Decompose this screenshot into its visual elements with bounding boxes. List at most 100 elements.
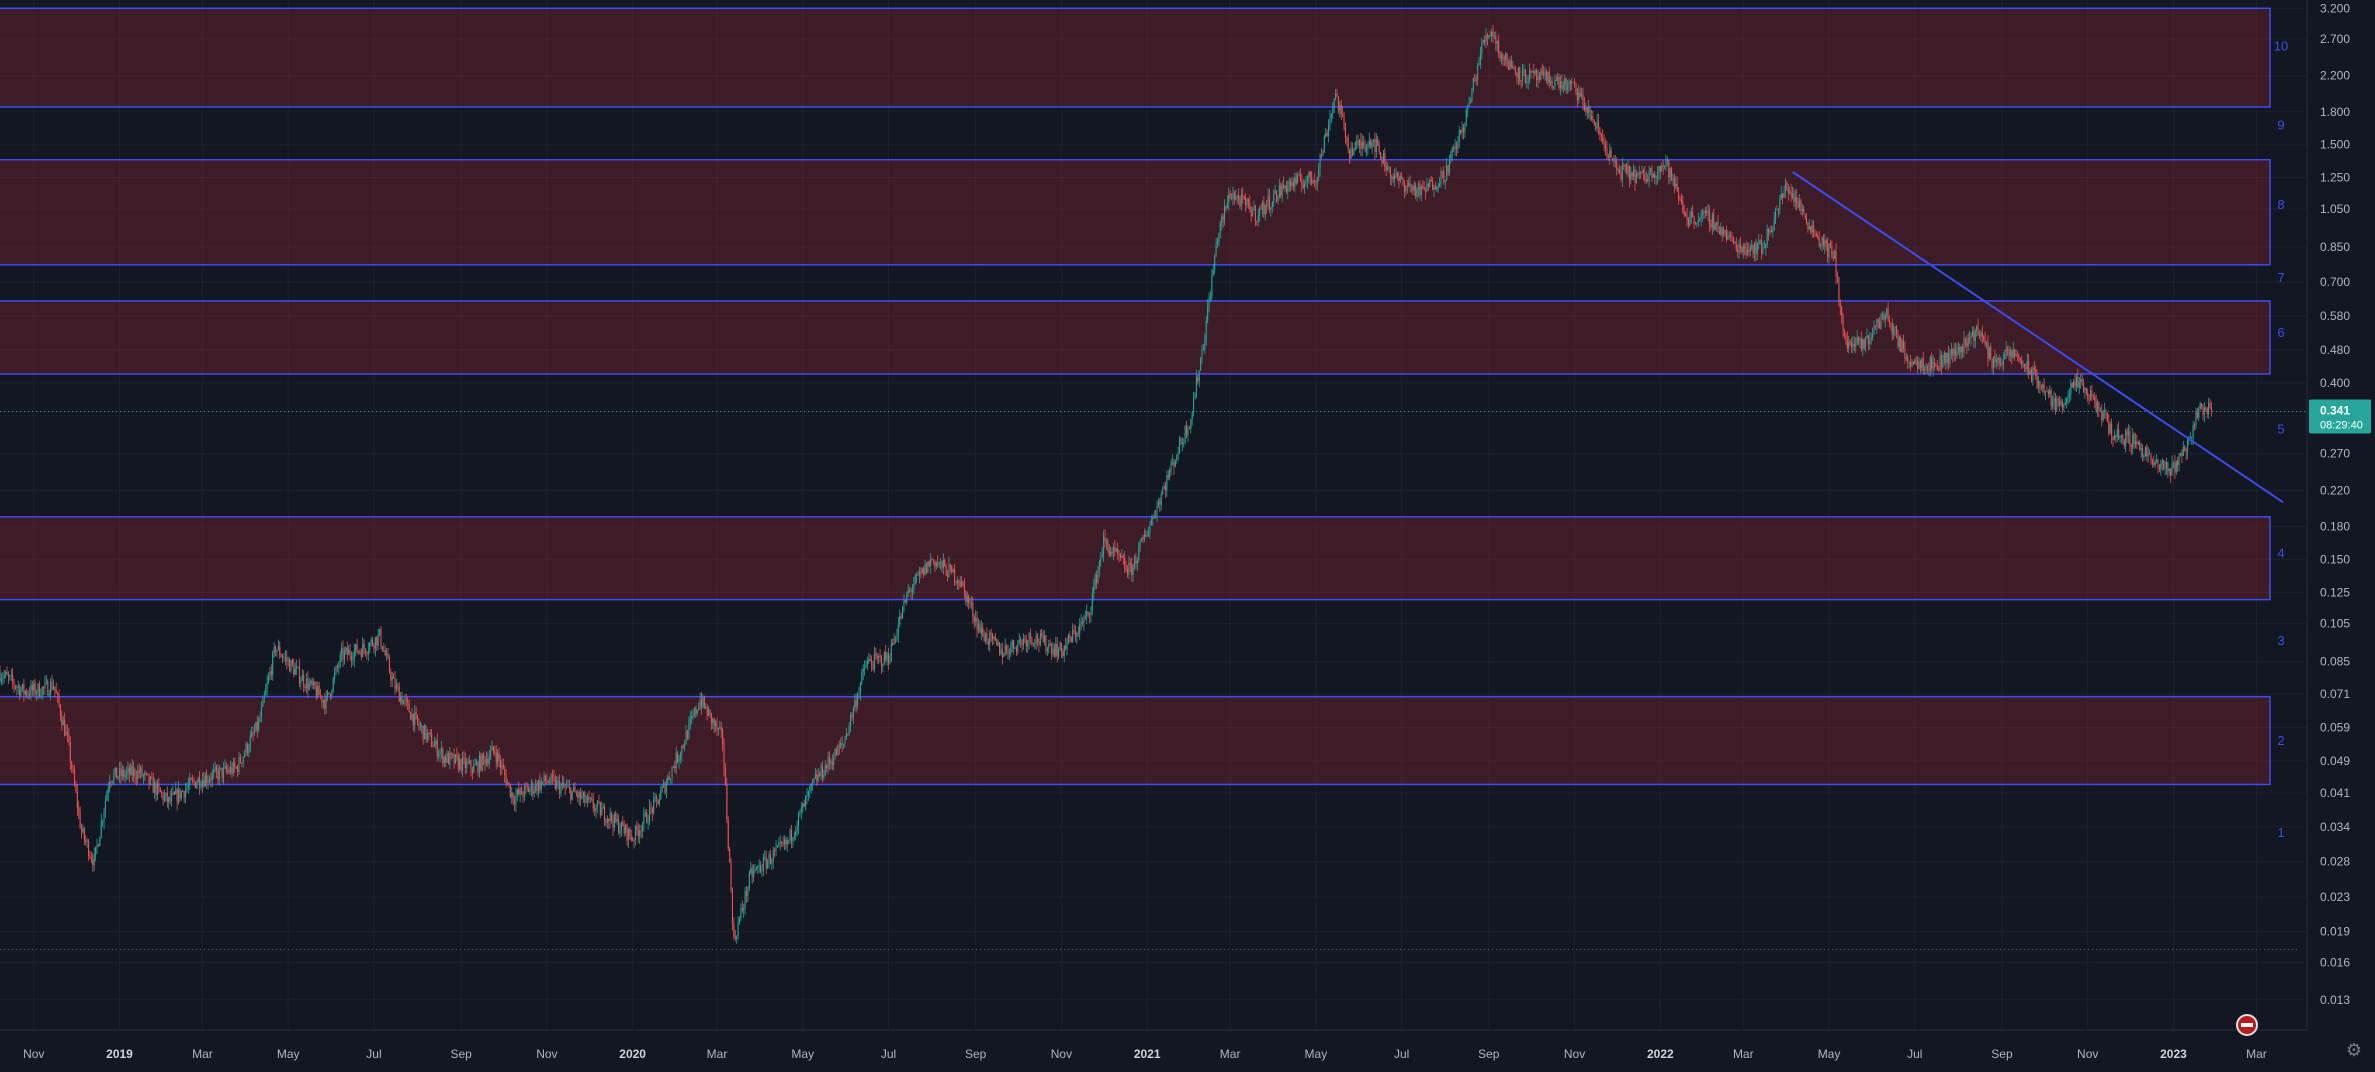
candle-body	[1467, 104, 1469, 110]
zone-rect[interactable]	[0, 7, 2271, 108]
candle-body	[1032, 643, 1034, 645]
candle-body	[159, 787, 161, 792]
price-axis[interactable]: 3.2002.7002.2001.8001.5001.2501.0500.850…	[2306, 0, 2375, 1067]
candle-body	[317, 685, 319, 698]
zone-rect[interactable]	[0, 695, 2271, 786]
candle-body	[376, 637, 378, 646]
candle-body	[381, 646, 383, 651]
candle-body	[778, 843, 780, 846]
candle-body	[291, 660, 293, 665]
candle-body	[54, 686, 56, 691]
trendline[interactable]	[1791, 171, 2284, 504]
zone-rect[interactable]	[0, 158, 2271, 266]
candle-body	[137, 770, 139, 780]
candle-body	[435, 740, 437, 745]
candle-body	[1320, 154, 1323, 156]
candle-body	[810, 783, 812, 788]
candle-body	[1772, 229, 1774, 233]
candle-body	[120, 768, 122, 776]
candle-body	[2179, 452, 2182, 457]
candle-body	[983, 634, 985, 641]
candle-body	[1066, 642, 1068, 650]
candle-body	[1630, 172, 1632, 180]
candle-body	[1117, 548, 1119, 555]
candle-body	[1850, 341, 1853, 348]
candle-body	[457, 756, 459, 769]
zone-rect[interactable]	[0, 300, 2271, 375]
candle-body	[1866, 335, 1868, 339]
candle-body	[1697, 220, 1699, 224]
candle-body	[1564, 78, 1566, 86]
candle-body	[1170, 462, 1172, 471]
candle-body	[343, 651, 345, 660]
candle-body	[1049, 644, 1051, 646]
candle-body	[1202, 348, 1204, 350]
candle-body	[21, 683, 24, 690]
zone-rectangles[interactable]	[0, 7, 2271, 786]
flag-icon[interactable]	[2236, 1014, 2258, 1036]
candle-body	[689, 718, 691, 723]
candle-body	[210, 779, 212, 781]
candle-body	[386, 653, 388, 656]
candle-body	[38, 683, 40, 697]
candle-body	[1765, 244, 1767, 248]
candle-body	[393, 677, 395, 679]
candle-body	[1651, 167, 1653, 178]
candle-body	[446, 752, 448, 763]
candle-body	[1432, 181, 1434, 190]
candle-body	[1133, 557, 1136, 564]
candle-body	[230, 766, 232, 773]
candle-body	[550, 774, 552, 783]
candle-body	[380, 629, 382, 647]
candle-body	[521, 788, 523, 795]
candle-body	[1325, 133, 1327, 137]
time-axis[interactable]: Nov 2019 Mar May Jul Sep Nov 2020 Mar May Jul Sep No…	[0, 1029, 2375, 1067]
candle-body	[83, 828, 85, 840]
candle-body	[432, 746, 434, 748]
candle-body	[1728, 235, 1730, 237]
candle-body	[1343, 114, 1345, 123]
candle-body	[260, 706, 263, 718]
candle-body	[255, 722, 257, 732]
candle-body	[131, 765, 133, 776]
candle-body	[471, 769, 473, 773]
candle-body	[466, 762, 468, 769]
candle-body	[1148, 530, 1150, 536]
candle-body	[158, 783, 160, 788]
candle-body	[1755, 243, 1757, 255]
candle-body	[1624, 165, 1626, 167]
candle-body	[2104, 410, 2106, 412]
candle-body	[577, 793, 579, 799]
candle-body	[567, 786, 569, 788]
candle-body	[1860, 338, 1862, 350]
candle-body	[627, 828, 629, 841]
candle-body	[2106, 412, 2108, 422]
candle-body	[1568, 81, 1570, 87]
price-tick-label: 0.480	[2320, 343, 2350, 357]
candle-body	[679, 754, 681, 758]
candle-body	[1888, 320, 1891, 323]
candle-body	[1114, 546, 1116, 552]
candle-body	[1039, 633, 1041, 645]
candle-body	[2, 677, 4, 679]
candle-body	[1181, 442, 1183, 444]
candle-body	[442, 748, 444, 763]
candle-body	[1372, 139, 1375, 142]
candle-body	[2167, 462, 2169, 472]
candle-body	[497, 753, 499, 762]
candle-body	[1261, 202, 1264, 209]
trendline-group[interactable]	[1791, 171, 2284, 504]
price-tick-label: 0.700	[2320, 275, 2350, 289]
candle-body	[1145, 534, 1147, 537]
gear-icon[interactable]: ⚙	[2345, 1040, 2363, 1060]
grid-lines	[0, 0, 2307, 1030]
candle-body	[321, 695, 323, 703]
candle-body	[75, 784, 77, 792]
candle-body	[362, 643, 364, 657]
candle-body	[329, 694, 331, 697]
candle-body	[872, 665, 874, 669]
candle-body	[864, 668, 866, 669]
candle-body	[1797, 204, 1799, 208]
